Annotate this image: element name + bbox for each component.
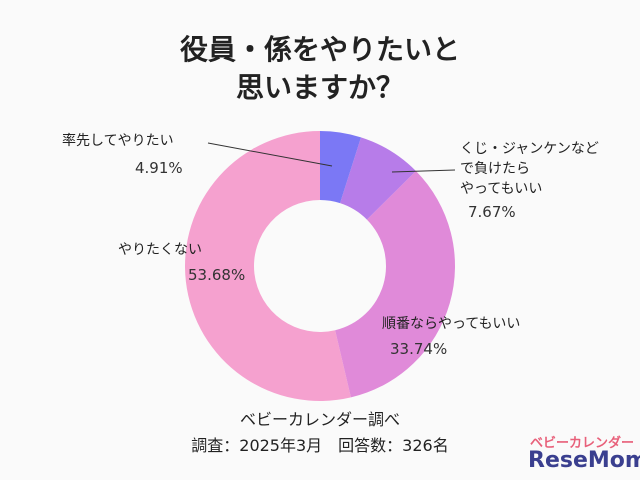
value-label: 7.67% <box>468 203 516 221</box>
logo: ベビーカレンダー <box>530 436 635 451</box>
slice-label: 率先してやりたい <box>62 133 174 149</box>
donut-slice <box>340 137 416 220</box>
chart-title: 役員・係をやりたいと <box>179 33 460 66</box>
leader-line <box>207 142 333 167</box>
value-label: 53.68% <box>188 266 246 284</box>
slice-label: 順番ならやってもいい <box>382 316 521 332</box>
donut-slice <box>335 171 456 398</box>
leader-line <box>391 169 456 173</box>
donut-slice <box>185 131 351 401</box>
donut-slice <box>320 131 361 204</box>
survey-info: 調査：2025年3月 回答数：326名 <box>191 436 449 455</box>
slice-label: くじ・ジャンケンなど で負けたら やってもいい <box>460 141 599 197</box>
logo: ReseMom <box>528 448 640 473</box>
slice-label: やりたくない <box>118 242 202 258</box>
chart-title: 思いますか？ <box>235 71 404 104</box>
value-label: 4.91% <box>135 159 183 177</box>
source: ベビーカレンダー調べ <box>239 410 400 429</box>
value-label: 33.74% <box>390 340 448 358</box>
